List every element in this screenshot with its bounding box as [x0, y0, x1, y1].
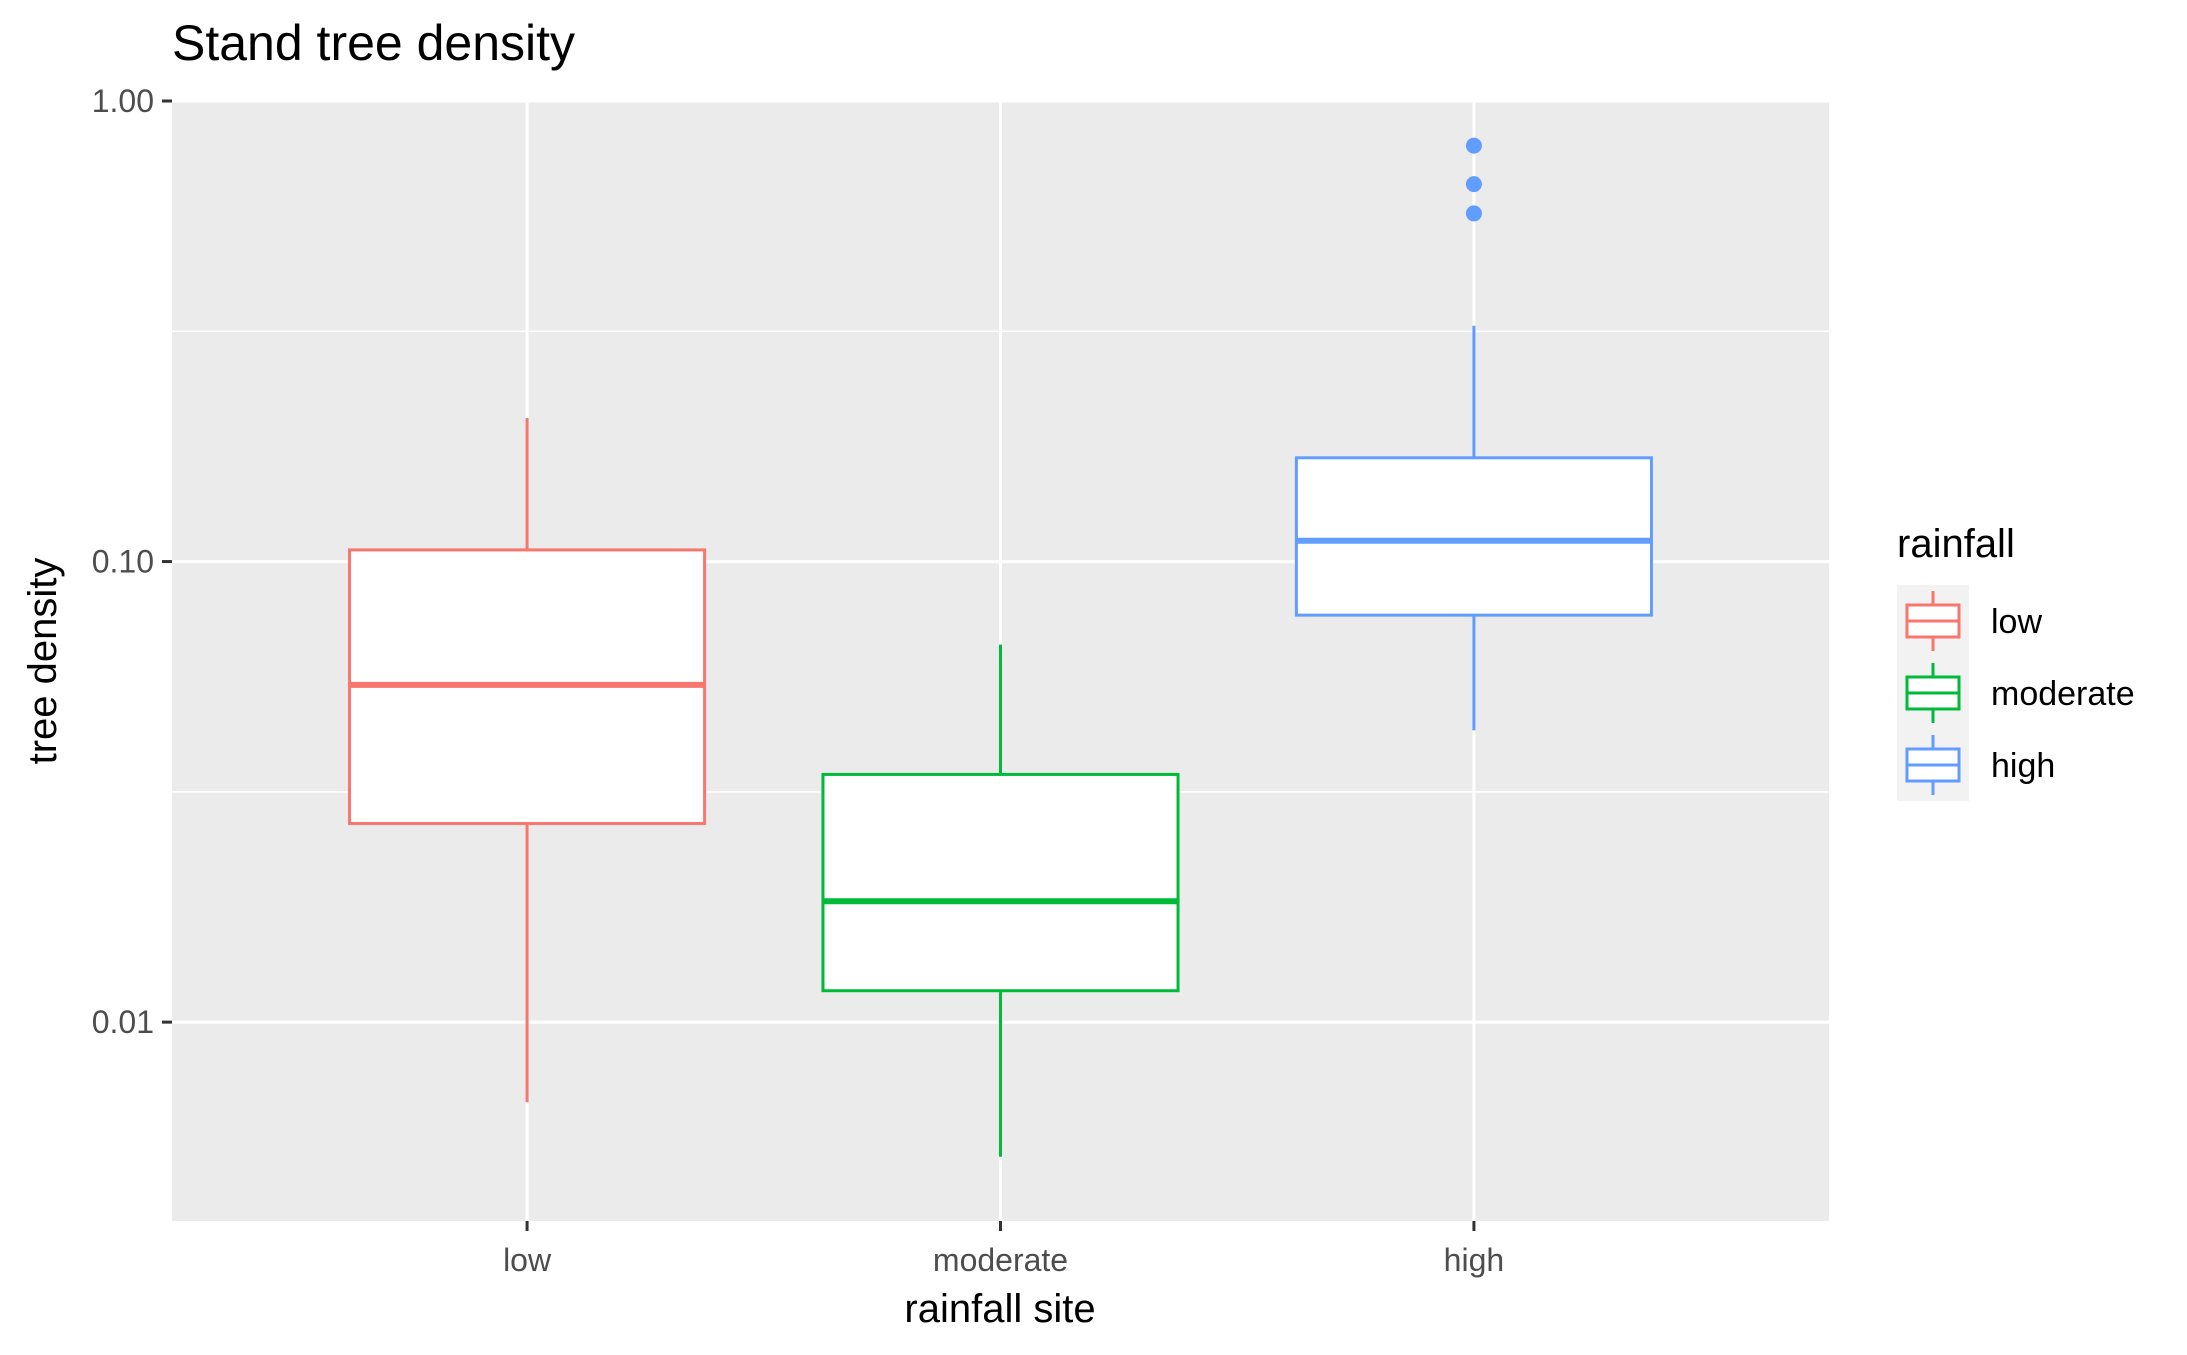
x-tick-label: moderate [933, 1242, 1068, 1278]
chart-title: Stand tree density [172, 15, 575, 71]
legend-label: high [1991, 747, 2055, 785]
legend-item-high: high [1897, 729, 2055, 801]
box-iqr [1294, 456, 1653, 617]
x-tick-label: high [1444, 1242, 1505, 1278]
boxplot-high [1294, 137, 1653, 731]
outlier-point [1465, 205, 1482, 222]
boxplot-series [348, 137, 1653, 1157]
y-tick-label: 1.00 [92, 83, 154, 119]
boxplot-moderate [821, 644, 1180, 1157]
y-tick-label: 0.01 [92, 1004, 154, 1040]
x-tick-label: low [503, 1242, 552, 1278]
box-iqr [821, 772, 1180, 993]
legend-item-moderate: moderate [1897, 657, 2135, 729]
outlier-point [1465, 176, 1482, 193]
x-axis-label: rainfall site [904, 1287, 1095, 1331]
axes: 0.01 0.10 1.00 low moderate high [92, 83, 1504, 1278]
legend-title: rainfall [1897, 522, 2015, 566]
y-axis-label: tree density [21, 558, 65, 765]
legend-label: low [1991, 603, 2042, 641]
legend-label: moderate [1991, 675, 2135, 713]
boxplot-low [348, 417, 707, 1103]
outlier-point [1465, 137, 1482, 154]
legend: rainfall low moderate high [1897, 522, 2135, 801]
y-tick-label: 0.10 [92, 544, 154, 580]
legend-item-low: low [1897, 585, 2042, 657]
